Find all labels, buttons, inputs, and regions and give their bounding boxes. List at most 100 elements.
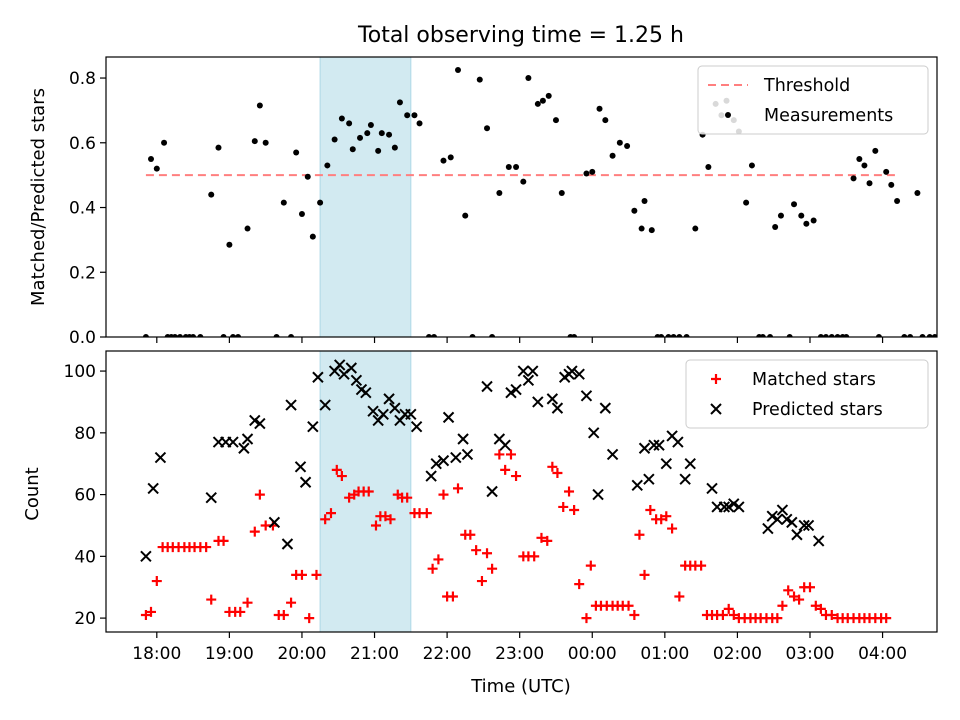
matched-point (433, 554, 444, 565)
matched-point (370, 520, 381, 531)
matched-point (645, 505, 656, 516)
matched-point (629, 610, 640, 621)
predicted-point (517, 365, 530, 377)
predicted-point (312, 371, 324, 383)
measurement-point (396, 99, 403, 106)
measurement-point (411, 112, 418, 119)
chart-title: Total observing time = 1.25 h (357, 23, 684, 48)
measurement-point (273, 334, 280, 337)
legend: Matched stars Predicted stars (685, 359, 929, 429)
legend-label: Measurements (764, 106, 893, 126)
predicted-point (722, 501, 735, 513)
matched-point (581, 613, 592, 624)
measurement-point (534, 100, 541, 107)
matched-point (336, 471, 347, 482)
matched-point (723, 603, 734, 614)
measurement-point (558, 189, 565, 196)
matched-point (206, 594, 217, 605)
predicted-point (532, 396, 544, 408)
matched-point (536, 532, 547, 543)
measurement-point (161, 139, 168, 146)
measurement-point (938, 334, 944, 340)
predicted-point (653, 439, 665, 451)
x-axis-label: Time (UTC) (470, 676, 571, 697)
predicted-point (227, 436, 239, 448)
measurement-point (624, 143, 631, 150)
y-tick-label: 40 (74, 547, 96, 567)
x-tick-label: 00:00 (568, 644, 617, 664)
measurement-point (894, 198, 901, 205)
matched-point (772, 613, 783, 624)
measurement-point (496, 189, 503, 196)
x-tick-label: 21:00 (350, 644, 399, 664)
matched-point (815, 603, 826, 614)
y-tick-label: 100 (64, 362, 96, 382)
matched-point (344, 492, 355, 503)
axes-frame (105, 350, 938, 633)
predicted-point (592, 488, 604, 501)
measurement-point (288, 334, 295, 337)
measurement-point (786, 334, 793, 337)
predicted-point (437, 454, 450, 467)
predicted-point (505, 386, 517, 399)
predicted-point (254, 417, 266, 430)
measurement-point (589, 168, 596, 175)
predicted-point (766, 510, 778, 522)
predicted-point (527, 365, 539, 377)
matched-point (656, 514, 667, 525)
predicted-point (377, 408, 389, 421)
measurement-point (324, 162, 331, 169)
measurement-point (489, 334, 496, 337)
measurement-point (171, 334, 178, 337)
predicted-point (606, 448, 619, 461)
x-tick-label: 19:00 (205, 644, 254, 664)
measurement-point (767, 334, 774, 337)
matched-point (452, 483, 463, 494)
matched-point (311, 569, 322, 580)
x-tick-label: 23:00 (495, 644, 544, 664)
predicted-point (771, 513, 784, 525)
matched-point (505, 449, 516, 460)
measurement-point (810, 217, 817, 224)
measurement-point (676, 334, 683, 337)
plot-area (142, 57, 949, 340)
measurement-point (386, 131, 393, 138)
measurement-point (190, 334, 197, 337)
predicted-point (299, 476, 312, 488)
measurement-point (616, 139, 623, 146)
measurement-point (748, 162, 755, 169)
predicted-point (776, 504, 789, 516)
predicted-point (461, 448, 474, 461)
measurement-point (431, 334, 438, 337)
predicted-point (566, 365, 578, 377)
predicted-point (281, 538, 294, 550)
predicted-point (798, 519, 810, 532)
x-tick-label: 18:00 (132, 644, 181, 664)
predicted-point (643, 473, 655, 485)
measurement-point (364, 130, 371, 137)
measurement-point (367, 121, 374, 128)
measurement-point (596, 105, 603, 112)
predicted-point (728, 498, 740, 510)
measurement-point (349, 146, 356, 153)
matched-point (487, 563, 498, 574)
measurement-point (875, 334, 882, 337)
measurement-point (943, 334, 949, 340)
measurement-point (215, 144, 222, 151)
matched-point (574, 579, 585, 590)
matched-point (235, 606, 246, 617)
measurement-point (670, 334, 677, 337)
legend-label: Predicted stars (752, 400, 883, 420)
matched-point (482, 548, 493, 559)
matched-point (585, 560, 596, 571)
matched-point (674, 591, 685, 602)
predicted-point (802, 519, 815, 532)
predicted-point (786, 516, 798, 529)
measurement-point (513, 164, 520, 171)
matched-point (564, 486, 575, 497)
predicted-point (457, 433, 469, 445)
matched-point (696, 560, 707, 571)
plot-area (140, 351, 892, 632)
predicted-point (350, 374, 363, 387)
measurement-point (304, 173, 311, 180)
